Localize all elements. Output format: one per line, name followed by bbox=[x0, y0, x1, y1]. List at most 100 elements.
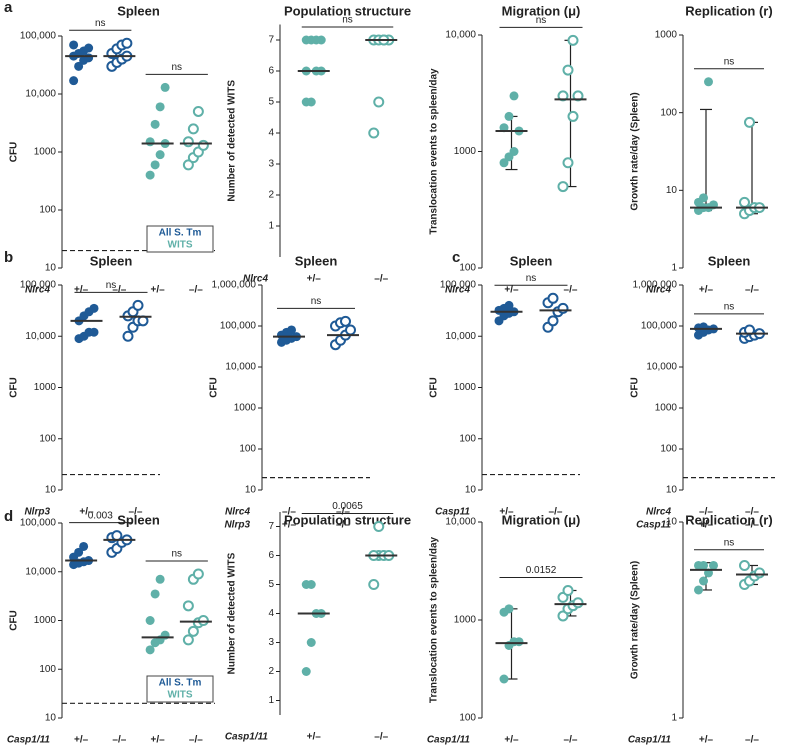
y-tick-label: 100 bbox=[39, 664, 56, 675]
comparison-label: ns bbox=[342, 15, 353, 26]
y-axis-label: CFU bbox=[630, 377, 641, 398]
panel-label: d bbox=[4, 508, 13, 525]
comparison-label: ns bbox=[106, 280, 117, 291]
y-tick-label: 4 bbox=[268, 128, 274, 139]
data-point bbox=[547, 292, 559, 304]
data-point bbox=[562, 584, 574, 596]
data-point bbox=[547, 315, 559, 327]
y-tick-label: 100 bbox=[459, 713, 476, 724]
panel-label: b bbox=[4, 249, 13, 266]
genotype-name: Nlrc4 bbox=[646, 285, 671, 296]
data-point bbox=[504, 604, 514, 614]
chart-title: Spleen bbox=[117, 512, 160, 527]
genotype-label: –/– bbox=[745, 285, 759, 296]
genotype-label: +/– bbox=[499, 507, 514, 518]
chart-title: Replication (r) bbox=[685, 3, 772, 18]
y-tick-label: 10 bbox=[45, 713, 57, 724]
data-point bbox=[287, 325, 296, 335]
genotype-label: –/– bbox=[745, 735, 759, 746]
chart-title: Migration (μ) bbox=[502, 3, 581, 18]
comparison-label: ns bbox=[171, 62, 182, 73]
genotype-label: –/– bbox=[564, 735, 578, 746]
data-point bbox=[69, 76, 79, 86]
data-point bbox=[504, 111, 514, 121]
data-point bbox=[739, 196, 750, 208]
genotype-label: –/– bbox=[189, 285, 203, 296]
data-point bbox=[699, 193, 708, 203]
genotype-label: –/– bbox=[745, 507, 759, 518]
genotype-label: +/– bbox=[699, 520, 714, 531]
genotype-label: +/– bbox=[504, 735, 519, 746]
comparison-label: ns bbox=[724, 537, 735, 548]
y-tick-label: 10,000 bbox=[646, 362, 677, 373]
data-point bbox=[499, 123, 509, 133]
data-point bbox=[84, 43, 94, 53]
data-point bbox=[187, 625, 199, 637]
y-tick-label: 100 bbox=[239, 444, 256, 455]
y-axis-label: CFU bbox=[429, 377, 440, 398]
data-point bbox=[499, 674, 509, 684]
y-tick-label: 100,000 bbox=[440, 280, 477, 291]
y-tick-label: 10,000 bbox=[445, 517, 476, 528]
y-axis-label: CFU bbox=[9, 377, 20, 398]
data-point bbox=[197, 139, 209, 151]
data-point bbox=[373, 96, 385, 108]
data-point bbox=[301, 35, 311, 45]
chart-title: Migration (μ) bbox=[502, 512, 581, 527]
data-point bbox=[301, 667, 311, 676]
y-tick-label: 1000 bbox=[34, 382, 57, 393]
genotype-name: Nlrc4 bbox=[25, 285, 50, 296]
genotype-label: +/– bbox=[74, 285, 89, 296]
y-tick-label: 10 bbox=[245, 485, 257, 496]
data-point bbox=[192, 568, 204, 580]
y-axis-label: CFU bbox=[209, 377, 220, 398]
y-tick-label: 10,000 bbox=[445, 30, 476, 41]
genotype-label: –/– bbox=[699, 507, 713, 518]
genotype-label: –/– bbox=[564, 285, 578, 296]
data-point bbox=[557, 610, 569, 622]
legend-entry: All S. Tm bbox=[159, 678, 202, 689]
y-tick-label: 1 bbox=[671, 263, 677, 274]
data-point bbox=[557, 181, 569, 193]
y-tick-label: 1000 bbox=[34, 615, 57, 626]
data-point bbox=[160, 82, 170, 92]
y-tick-label: 100 bbox=[39, 205, 56, 216]
genotype-label: –/– bbox=[189, 735, 203, 746]
genotype-name: Casp1/11 bbox=[225, 732, 269, 743]
comparison-label: 0.003 bbox=[88, 510, 113, 521]
genotype-label: –/– bbox=[282, 507, 296, 518]
genotype-label: –/– bbox=[112, 735, 126, 746]
chart-title: Population structure bbox=[284, 3, 411, 18]
y-tick-label: 10 bbox=[666, 517, 678, 528]
y-tick-label: 100 bbox=[459, 263, 476, 274]
data-point bbox=[79, 541, 89, 551]
y-tick-label: 4 bbox=[268, 608, 274, 619]
data-point bbox=[150, 589, 160, 599]
y-tick-label: 6 bbox=[268, 66, 274, 77]
y-axis-label: Translocation events to spleen/day bbox=[429, 68, 440, 235]
data-point bbox=[121, 37, 133, 49]
comparison-label: ns bbox=[724, 56, 735, 67]
comparison-label: ns bbox=[724, 302, 735, 313]
genotype-label: –/– bbox=[336, 507, 350, 518]
y-tick-label: 1 bbox=[671, 713, 677, 724]
y-tick-label: 1000 bbox=[234, 403, 257, 414]
y-tick-label: 100,000 bbox=[20, 280, 57, 291]
data-point bbox=[504, 300, 514, 310]
genotype-name: Casp1/11 bbox=[7, 735, 51, 746]
data-point bbox=[111, 530, 123, 542]
data-point bbox=[306, 638, 316, 647]
chart-title: Population structure bbox=[284, 512, 411, 527]
data-point bbox=[145, 645, 155, 655]
data-point bbox=[562, 157, 574, 169]
y-tick-label: 2 bbox=[268, 666, 274, 677]
y-tick-label: 100 bbox=[660, 444, 677, 455]
genotype-name: Nlrc4 bbox=[225, 507, 250, 518]
genotype-label: +/– bbox=[504, 285, 519, 296]
data-point bbox=[182, 600, 194, 612]
data-point bbox=[306, 580, 316, 589]
data-point bbox=[306, 97, 316, 107]
data-point bbox=[132, 299, 144, 311]
data-point bbox=[145, 137, 155, 147]
data-point bbox=[187, 123, 199, 135]
